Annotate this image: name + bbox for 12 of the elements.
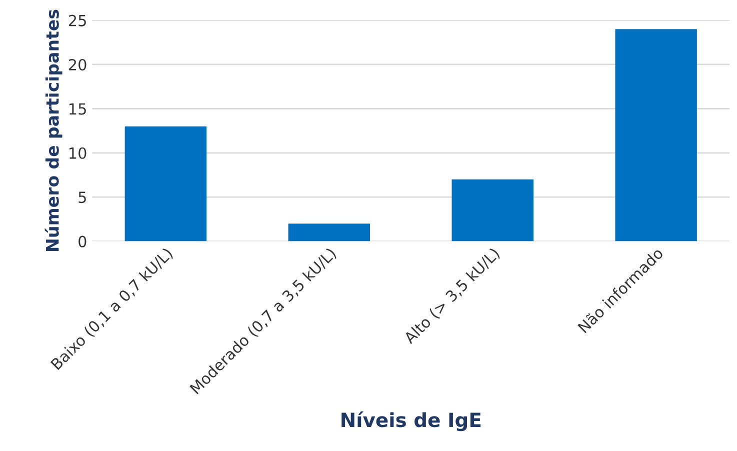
- bar: [124, 126, 207, 242]
- x-axis-title: Níveis de IgE: [342, 411, 481, 432]
- y-tick-label: 15: [70, 103, 86, 115]
- y-tick-label: 0: [78, 236, 86, 248]
- bar: [615, 29, 697, 242]
- bar: [288, 224, 370, 242]
- y-tick-label: 5: [78, 192, 86, 204]
- bar: [452, 179, 534, 242]
- y-tick-label: 10: [70, 147, 86, 159]
- y-axis-title: Número de participantes: [44, 10, 62, 252]
- y-tick-label: 20: [68, 58, 86, 71]
- y-tick-label: 25: [68, 14, 86, 26]
